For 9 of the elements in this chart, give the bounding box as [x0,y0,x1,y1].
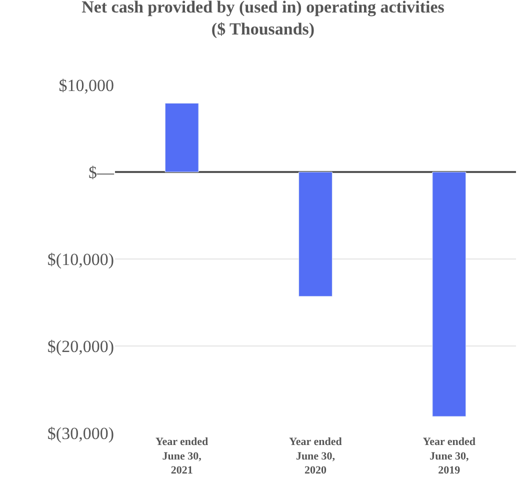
y-tick-label: $(20,000) [47,336,114,356]
y-tick-label: $(10,000) [47,250,114,269]
x-tick-label: Year ended June 30, 2019 [422,436,476,477]
x-tick-label: Year ended June 30, 2021 [155,436,208,477]
y-tick-label: $(30,000) [47,424,114,443]
y-tick-label: $— [88,162,115,182]
chart-title: Net cash provided by (used in) operating activities ($ Thousands) [82,0,445,39]
x-tick-label: Year ended June 30, 2020 [289,436,342,477]
y-tick-label: $10,000 [58,76,114,95]
